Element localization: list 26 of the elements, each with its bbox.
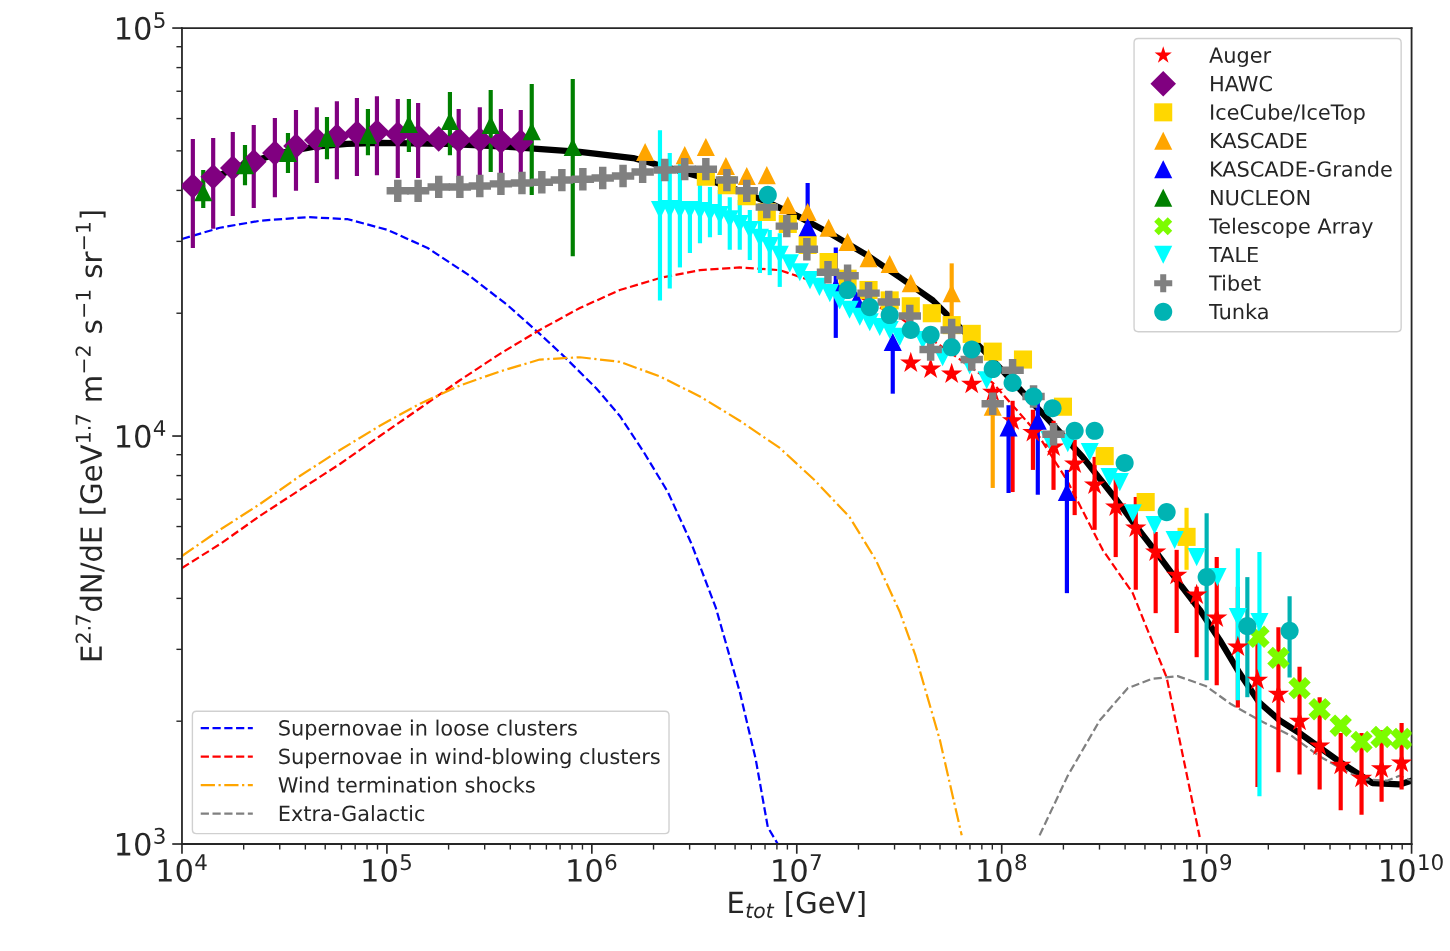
x-tick-label: 10$^{9}$ (1183, 854, 1232, 883)
legend-label: NUCLEON (1211, 189, 1310, 206)
x-tick-label: 10$^{7}$ (773, 854, 821, 883)
y-tick-label: 10$^{4}$ (116, 420, 166, 448)
legend-label: Tibet (1208, 274, 1261, 291)
legend-label: TALE (1208, 246, 1258, 263)
legend-label: Extra-Galactic (279, 805, 425, 822)
legend-label: IceCube/IceTop (1211, 103, 1365, 124)
x-tick-label: 10$^{8}$ (978, 854, 1027, 883)
legend-label: KASCADE-Grande (1211, 160, 1392, 177)
legend-label: Supernovae in loose clusters (279, 719, 577, 740)
x-tick-label: 10$^{6}$ (568, 854, 617, 883)
x-axis-title: E$_{tot}$ [GeV] (729, 890, 865, 919)
legend-label: HAWC (1211, 75, 1272, 92)
text: E$^{2.7}$dN/dE [GeV$^{1.7}$ m$^{−2}$ s$^{−1}$ sr$^{−1}$] (75, 211, 106, 661)
legend-label: Wind termination shocks (278, 776, 535, 793)
x-tick-label: 10$^{10}$ (1381, 854, 1443, 883)
legend-label: KASCADE (1211, 132, 1307, 149)
x-tick-label: 10$^{5}$ (363, 854, 411, 883)
y-tick-label: 10$^{3}$ (116, 827, 165, 856)
legend-label: Auger (1209, 47, 1272, 67)
y-tick-label: 10$^{5}$ (116, 12, 165, 40)
legend-label: Telescope Array (1208, 217, 1373, 238)
legend-label: Tunka (1208, 303, 1268, 320)
legend-label: Supernovae in wind-blowing clusters (279, 748, 660, 769)
x-tick-label: 10$^{4}$ (158, 854, 207, 883)
